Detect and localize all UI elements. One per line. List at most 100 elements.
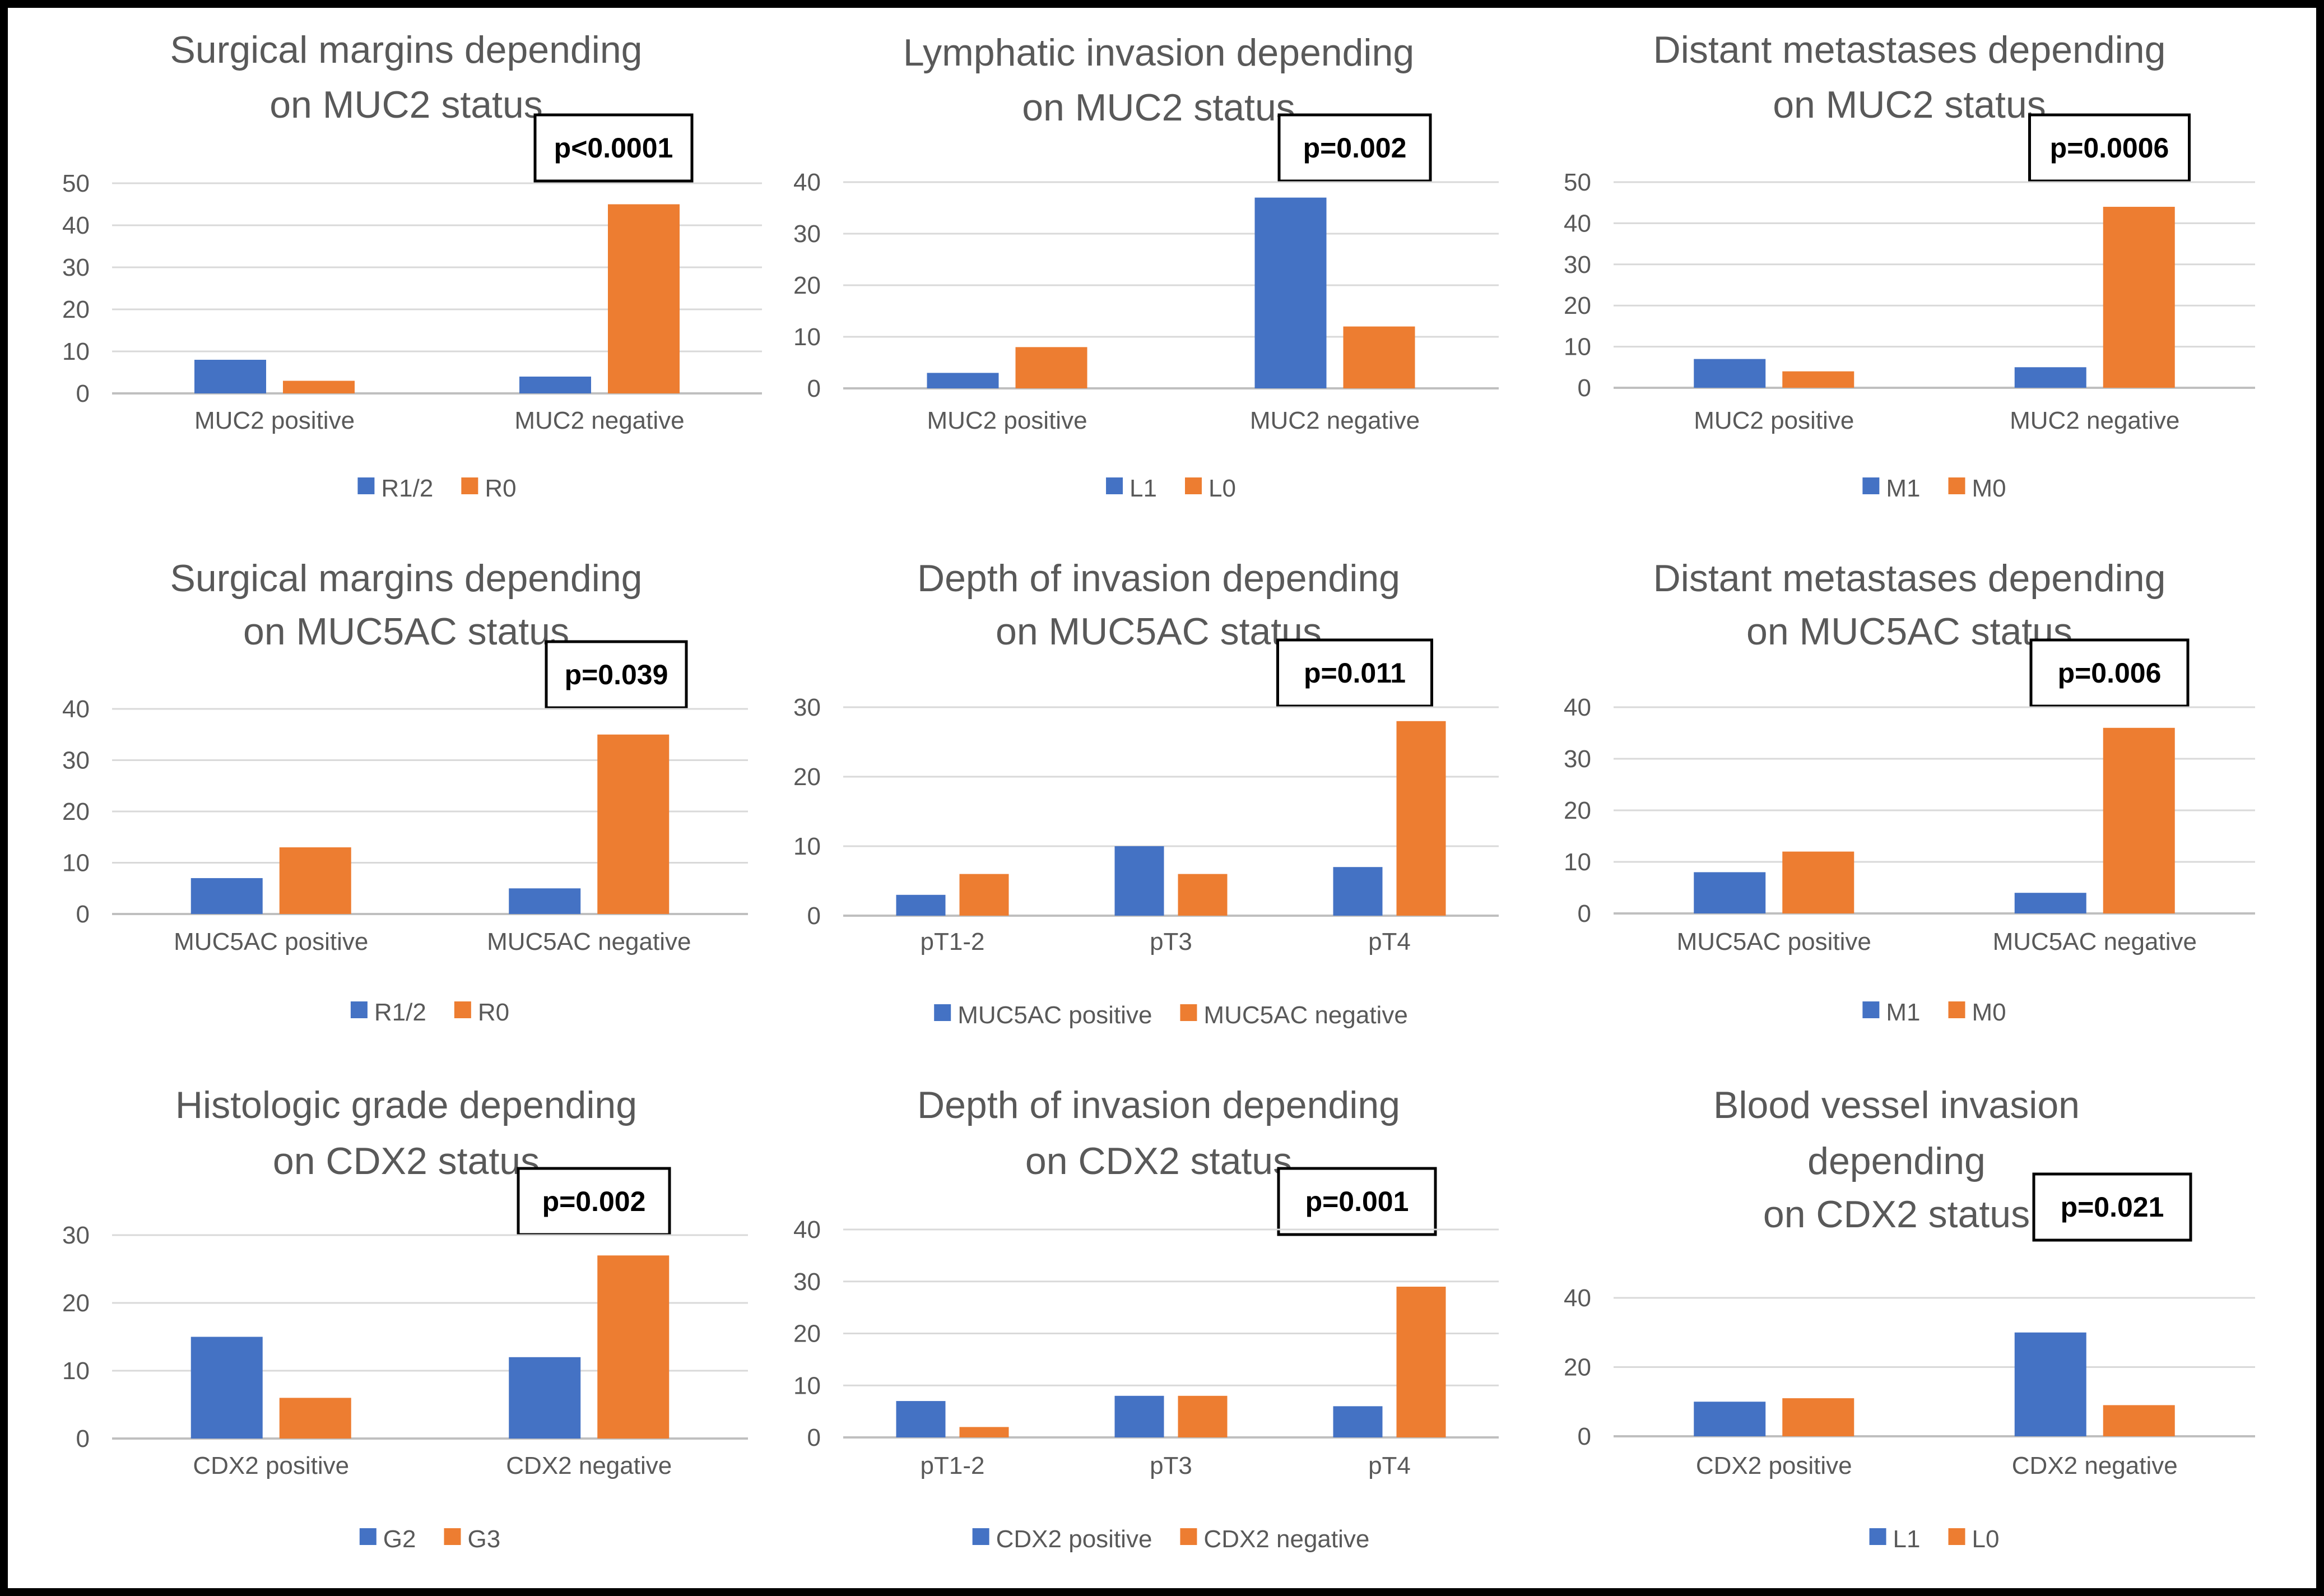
legend-label: M1 — [1886, 999, 1920, 1026]
legend-label: MUC5AC negative — [1203, 1001, 1407, 1029]
chart-title: Blood vessel invasion — [1713, 1084, 2080, 1126]
chart-title: on CDX2 status — [273, 1140, 540, 1182]
x-tick-label: pT4 — [1368, 1452, 1411, 1479]
y-tick-label: 20 — [1564, 1354, 1591, 1381]
y-tick-label: 40 — [62, 695, 90, 723]
legend-swatch — [1180, 1528, 1197, 1545]
x-tick-label: pT3 — [1150, 928, 1192, 955]
x-tick-label: MUC2 positive — [927, 407, 1087, 434]
legend-label: L1 — [1130, 475, 1157, 502]
chart-title: on MUC2 status — [269, 83, 543, 126]
pvalue-label: p=0.021 — [2061, 1191, 2164, 1223]
bar — [1114, 1395, 1164, 1437]
legend-label: L0 — [1209, 475, 1236, 502]
y-tick-label: 40 — [1564, 694, 1591, 721]
y-tick-label: 20 — [1564, 797, 1591, 824]
legend-label: M1 — [1886, 475, 1920, 502]
legend-label: R0 — [478, 999, 509, 1026]
legend-swatch — [1185, 477, 1202, 494]
pvalue-box — [1277, 113, 1432, 183]
chart-title: Distant metastases depending — [1653, 557, 2166, 600]
chart-panel: Histologic grade depending on CDX2 status… — [62, 1084, 748, 1553]
pvalue-box — [533, 113, 694, 183]
legend-swatch — [1948, 1528, 1965, 1545]
chart-title: Lymphatic invasion depending — [903, 31, 1414, 74]
y-tick-label: 0 — [76, 380, 90, 407]
pvalue-label: p=0.002 — [542, 1186, 646, 1217]
bar — [1782, 1398, 1854, 1436]
y-tick-label: 20 — [793, 763, 821, 791]
chart-title: Surgical margins depending — [170, 29, 643, 71]
legend-label: R1/2 — [381, 475, 433, 502]
bar — [1694, 872, 1766, 913]
y-tick-label: 10 — [62, 1357, 90, 1385]
bar — [1694, 1402, 1766, 1436]
bar — [927, 373, 999, 388]
x-tick-label: MUC5AC positive — [174, 928, 368, 955]
pvalue-box — [2029, 638, 2190, 708]
legend: L1 L0 — [1106, 475, 1236, 502]
legend-label: G2 — [383, 1525, 416, 1553]
chart-title: Depth of invasion depending — [917, 1084, 1400, 1126]
legend: G2 G3 — [359, 1525, 500, 1553]
chart-panel: Depth of invasion depending on MUC5AC sta… — [793, 557, 1499, 1029]
y-tick-label: 20 — [793, 272, 821, 299]
bar — [959, 1427, 1009, 1437]
chart-title: on MUC2 status — [1773, 83, 2046, 126]
chart-panel: Blood vessel invasion depending on CDX2 st… — [1564, 1084, 2255, 1553]
bar — [1396, 1287, 1446, 1437]
pvalue-box — [545, 640, 688, 709]
y-tick-label: 0 — [807, 902, 821, 930]
chart-title: on MUC5AC status — [1746, 610, 2072, 653]
y-tick-label: 30 — [793, 220, 821, 248]
y-tick-label: 0 — [1578, 1423, 1591, 1450]
chart-title: on CDX2 status — [1763, 1193, 2030, 1236]
chart-title: on MUC2 status — [1022, 86, 1295, 129]
y-tick-label: 40 — [62, 212, 90, 239]
y-tick-label: 30 — [793, 694, 821, 721]
pvalue-label: p=0.001 — [1305, 1186, 1409, 1217]
y-tick-label: 30 — [62, 1222, 90, 1249]
legend-label: CDX2 negative — [1203, 1525, 1369, 1553]
legend-swatch — [1106, 477, 1123, 494]
bar — [608, 204, 680, 393]
y-tick-label: 20 — [793, 1320, 821, 1348]
x-tick-label: pT1-2 — [921, 1452, 985, 1479]
chart-title: Distant metastases depending — [1653, 29, 2166, 71]
bar — [2014, 893, 2086, 913]
x-tick-label: pT3 — [1150, 1452, 1192, 1479]
legend: R1/2 R0 — [350, 999, 509, 1026]
legend-label: MUC5AC positive — [958, 1001, 1152, 1029]
legend-swatch — [444, 1528, 461, 1545]
y-tick-label: 30 — [793, 1268, 821, 1296]
bar — [279, 847, 351, 914]
chart-title: on CDX2 status — [1025, 1140, 1292, 1182]
pvalue-label: p=0.039 — [565, 659, 668, 690]
x-tick-label: CDX2 negative — [2012, 1452, 2178, 1479]
bar — [959, 874, 1009, 916]
x-tick-label: MUC2 positive — [1694, 407, 1854, 434]
y-tick-label: 0 — [76, 901, 90, 928]
bar — [1782, 851, 1854, 913]
x-tick-label: MUC2 negative — [1250, 407, 1420, 434]
y-tick-label: 0 — [1578, 900, 1591, 927]
legend: CDX2 positive CDX2 negative — [972, 1525, 1369, 1553]
pvalue-box — [2032, 1172, 2192, 1242]
chart-panel: Lymphatic invasion depending on MUC2 stat… — [793, 31, 1499, 502]
chart-panel: Surgical margins depending on MUC5AC stat… — [62, 557, 748, 1026]
bar — [597, 734, 670, 914]
legend-swatch — [1869, 1528, 1886, 1545]
x-tick-label: MUC2 negative — [514, 407, 684, 434]
bar — [190, 1337, 263, 1439]
legend-swatch — [1948, 1001, 1965, 1018]
pvalue-box — [2028, 113, 2191, 183]
legend: M1 M0 — [1862, 475, 2006, 502]
chart-panel: Distant metastases depending on MUC5AC st… — [1564, 557, 2255, 1026]
chart-panel: Depth of invasion depending on CDX2 statu… — [793, 1084, 1499, 1553]
y-tick-label: 10 — [793, 323, 821, 351]
pvalue-label: p=0.002 — [1303, 132, 1407, 164]
y-tick-label: 0 — [76, 1425, 90, 1453]
bar — [190, 878, 263, 914]
y-tick-label: 50 — [62, 170, 90, 197]
